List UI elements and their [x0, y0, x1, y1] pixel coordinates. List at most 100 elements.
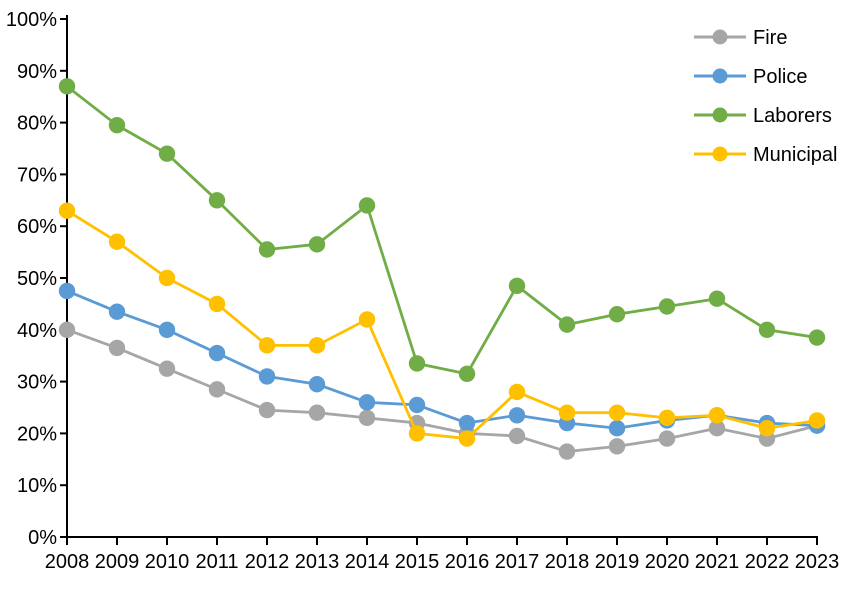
marker-municipal-2018 — [558, 404, 576, 421]
x-tick-label: 2009 — [95, 551, 140, 573]
y-tick-label: 40% — [17, 320, 57, 342]
legend-marker-laborers — [712, 107, 728, 123]
y-tick-label: 0% — [28, 527, 57, 549]
marker-municipal-2021 — [708, 407, 726, 424]
marker-municipal-2008 — [58, 202, 76, 219]
marker-laborers-2022 — [758, 321, 776, 338]
x-tick-label: 2011 — [195, 551, 238, 573]
x-tick-label: 2015 — [395, 551, 440, 573]
legend-marker-fire — [712, 29, 728, 45]
series-line-fire — [65, 328, 819, 453]
marker-fire-2013 — [308, 404, 326, 421]
marker-police-2016 — [458, 414, 476, 432]
marker-laborers-2021 — [708, 290, 726, 307]
marker-municipal-2020 — [658, 409, 676, 427]
y-tick-label: 90% — [17, 61, 57, 83]
marker-municipal-2011 — [208, 295, 226, 313]
marker-laborers-2014 — [358, 197, 376, 214]
legend-item-fire: Fire — [694, 27, 787, 49]
x-tick-label: 2008 — [45, 551, 90, 573]
marker-laborers-2023 — [808, 329, 826, 346]
x-tick-label: 2020 — [645, 551, 690, 573]
legend-label-fire: Fire — [753, 27, 787, 49]
marker-laborers-2017 — [508, 277, 526, 294]
x-tick-label: 2014 — [345, 551, 390, 573]
legend-item-police: Police — [694, 66, 807, 88]
marker-laborers-2020 — [658, 298, 676, 315]
legend-label-police: Police — [753, 66, 807, 88]
marker-laborers-2013 — [308, 236, 326, 253]
marker-fire-2008 — [58, 321, 76, 338]
marker-fire-2020 — [658, 430, 676, 447]
x-tick-label: 2012 — [245, 551, 290, 573]
x-tick-label: 2018 — [545, 551, 590, 573]
x-tick-label: 2019 — [595, 551, 640, 573]
marker-fire-2012 — [258, 401, 276, 419]
x-tick-label: 2023 — [795, 551, 840, 573]
y-axis: 0% 10% 20% 30% 40% 50% 60% 70% 80% 90% 100% — [6, 9, 67, 549]
marker-police-2015 — [408, 396, 426, 414]
marker-police-2009 — [108, 303, 126, 320]
marker-police-2017 — [508, 407, 526, 424]
legend-marker-municipal — [712, 146, 728, 162]
y-tick-label: 20% — [17, 423, 57, 445]
series-line-laborers — [65, 84, 819, 376]
x-axis: 2008 2009 2010 2011 2012 2013 2014 2015 2016 2017… — [45, 537, 840, 573]
y-tick-label: 100% — [6, 9, 57, 31]
marker-fire-2017 — [508, 427, 526, 445]
marker-laborers-2016 — [458, 365, 476, 383]
legend: Fire Police Laborers Municipal — [694, 27, 837, 166]
series-line-police — [65, 289, 819, 430]
marker-police-2019 — [608, 420, 626, 437]
x-tick-label: 2016 — [445, 551, 490, 573]
x-tick-label: 2022 — [745, 551, 790, 573]
marker-municipal-2014 — [358, 311, 376, 328]
marker-municipal-2012 — [258, 337, 276, 354]
marker-police-2010 — [158, 321, 176, 338]
marker-laborers-2011 — [208, 192, 226, 209]
x-tick-label: 2017 — [495, 551, 540, 573]
series-laborers — [58, 78, 826, 383]
y-tick-label: 30% — [17, 372, 57, 394]
marker-fire-2011 — [208, 381, 226, 398]
marker-laborers-2018 — [558, 316, 576, 333]
legend-marker-police — [712, 68, 728, 84]
marker-municipal-2009 — [108, 233, 126, 250]
marker-fire-2009 — [108, 339, 126, 357]
series-fire — [58, 321, 826, 460]
y-tick-label: 70% — [17, 164, 57, 186]
marker-municipal-2016 — [458, 430, 476, 447]
marker-laborers-2009 — [108, 116, 126, 134]
marker-fire-2010 — [158, 360, 176, 377]
y-tick-label: 80% — [17, 113, 57, 135]
marker-municipal-2022 — [758, 420, 776, 437]
marker-laborers-2012 — [258, 241, 276, 258]
marker-laborers-2008 — [58, 78, 76, 95]
marker-fire-2019 — [608, 438, 626, 455]
legend-item-laborers: Laborers — [694, 105, 832, 127]
legend-label-municipal: Municipal — [753, 144, 837, 166]
marker-municipal-2023 — [808, 412, 826, 429]
marker-police-2012 — [258, 368, 276, 385]
series-municipal — [58, 202, 826, 447]
y-tick-label: 60% — [17, 216, 57, 238]
marker-police-2008 — [58, 282, 76, 300]
marker-police-2014 — [358, 394, 376, 411]
marker-fire-2021 — [708, 420, 726, 437]
y-tick-label: 10% — [17, 475, 57, 497]
marker-laborers-2010 — [158, 145, 176, 162]
y-tick-label: 50% — [17, 268, 57, 290]
marker-fire-2018 — [558, 443, 576, 460]
legend-label-laborers: Laborers — [753, 105, 832, 127]
marker-laborers-2019 — [608, 306, 626, 323]
marker-municipal-2010 — [158, 269, 176, 287]
x-tick-label: 2010 — [145, 551, 190, 573]
marker-municipal-2013 — [308, 337, 326, 354]
series-line-municipal — [65, 209, 819, 440]
marker-police-2013 — [308, 375, 326, 393]
marker-municipal-2015 — [408, 425, 426, 442]
marker-municipal-2019 — [608, 404, 626, 421]
x-tick-label: 2013 — [295, 551, 340, 573]
marker-police-2011 — [208, 344, 226, 362]
